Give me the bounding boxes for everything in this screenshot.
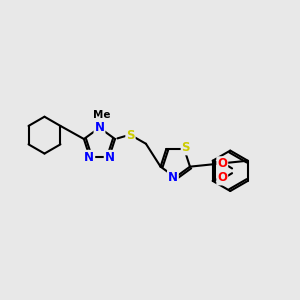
Text: N: N <box>94 121 104 134</box>
Text: O: O <box>217 171 227 184</box>
Text: S: S <box>126 129 135 142</box>
Text: N: N <box>84 151 94 164</box>
Text: Me: Me <box>93 110 111 120</box>
Text: O: O <box>217 157 227 170</box>
Text: N: N <box>168 171 178 184</box>
Text: N: N <box>105 151 115 164</box>
Text: S: S <box>182 141 190 154</box>
